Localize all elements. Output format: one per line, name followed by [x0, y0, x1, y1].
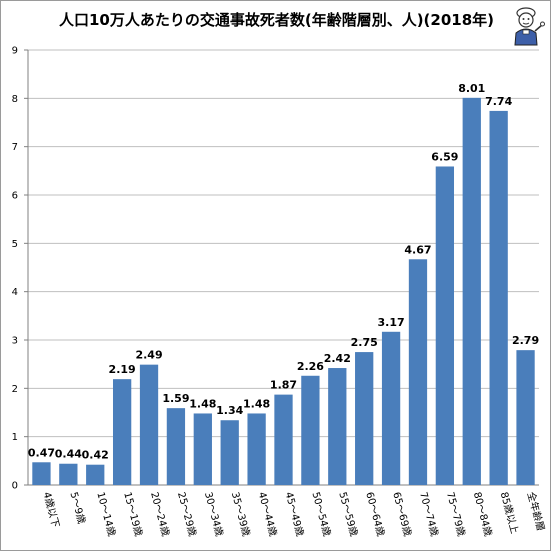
bar — [139, 364, 159, 485]
bar — [166, 408, 186, 485]
x-category-label: 20～24歳 — [148, 491, 171, 538]
y-tick-label: 7 — [12, 142, 18, 153]
x-category-label: 25～29歳 — [175, 491, 198, 538]
y-tick-label: 5 — [12, 239, 18, 250]
bar — [193, 413, 212, 485]
x-category-labels: 4歳以下 5～9歳 10～14歳 15～19歳 20～24歳 25～29歳 30～34歳 35… — [41, 490, 548, 537]
data-label: 6.59 — [431, 150, 458, 163]
bar — [220, 420, 239, 485]
y-tick-label: 3 — [12, 336, 18, 347]
data-label: 0.42 — [82, 449, 109, 462]
y-tick-label: 0 — [12, 481, 18, 492]
y-tick-label: 8 — [12, 94, 18, 105]
x-category-label: 70～74歳 — [417, 491, 440, 538]
data-labels: 0.47 0.44 0.422.192.491.59 1.481.341.481.87… — [28, 82, 539, 462]
x-category-label: 15～19歳 — [121, 491, 144, 538]
data-label: 7.74 — [485, 95, 512, 108]
bar — [435, 166, 455, 485]
x-category-label: 10～14歳 — [94, 491, 117, 538]
data-label: 2.49 — [135, 349, 162, 362]
bar — [328, 368, 347, 485]
x-category-label: 80～84歳 — [471, 491, 494, 538]
data-label: 1.48 — [189, 397, 216, 410]
x-category-label: 45～49歳 — [283, 491, 306, 538]
bar — [489, 110, 508, 486]
bar — [516, 350, 535, 485]
data-label: 3.17 — [378, 316, 405, 329]
chart-title: 人口10万人あたりの交通事故死者数(年齢階層別、人)(2018年) — [58, 11, 495, 29]
x-category-label: 50～54歳 — [309, 491, 332, 538]
data-label: 2.75 — [351, 336, 378, 349]
x-category-label: 4歳以下 — [41, 491, 62, 529]
data-label: 1.59 — [162, 392, 189, 405]
data-label: 0.44 — [55, 448, 82, 461]
bar — [301, 375, 320, 485]
data-label: 1.34 — [216, 404, 243, 417]
bar — [355, 352, 374, 485]
bars — [32, 97, 535, 486]
bar — [32, 462, 51, 485]
data-label: 4.67 — [404, 243, 431, 256]
bar — [59, 463, 78, 485]
x-category-label: 75～79歳 — [444, 491, 467, 538]
bar — [408, 259, 428, 485]
y-tick-label: 4 — [12, 287, 18, 298]
x-category-label: 5～9歳 — [67, 491, 87, 526]
x-category-label: 55～59歳 — [336, 491, 359, 538]
x-category-label: 30～34歳 — [202, 491, 225, 538]
bar — [112, 379, 132, 485]
y-tick-label: 9 — [12, 46, 18, 57]
bar — [247, 413, 266, 485]
data-label: 2.42 — [324, 352, 351, 365]
x-category-label: 35～39歳 — [229, 491, 252, 538]
data-label: 8.01 — [458, 82, 485, 95]
data-label: 0.47 — [28, 446, 55, 459]
x-category-label: 40～44歳 — [256, 491, 279, 538]
y-tick-label: 2 — [12, 384, 18, 395]
data-label: 2.26 — [297, 360, 324, 373]
x-category-label: 全年齢層 — [525, 490, 548, 532]
bar — [86, 464, 105, 485]
bar — [274, 394, 293, 485]
x-category-label: 65～69歳 — [390, 491, 413, 538]
data-label: 2.19 — [109, 363, 136, 376]
data-label: 1.87 — [270, 379, 297, 392]
data-label: 2.79 — [512, 334, 539, 347]
x-category-label: 60～64歳 — [363, 491, 386, 538]
bar — [462, 97, 481, 485]
x-category-label: 85歳以上 — [498, 491, 521, 535]
mascot-icon — [514, 7, 545, 46]
y-tick-labels: 0 1 2 3 4 5 6 7 8 9 — [12, 46, 18, 492]
data-label: 1.48 — [243, 397, 270, 410]
bar — [381, 331, 401, 485]
y-tick-label: 1 — [12, 432, 18, 443]
y-tick-label: 6 — [12, 191, 18, 202]
